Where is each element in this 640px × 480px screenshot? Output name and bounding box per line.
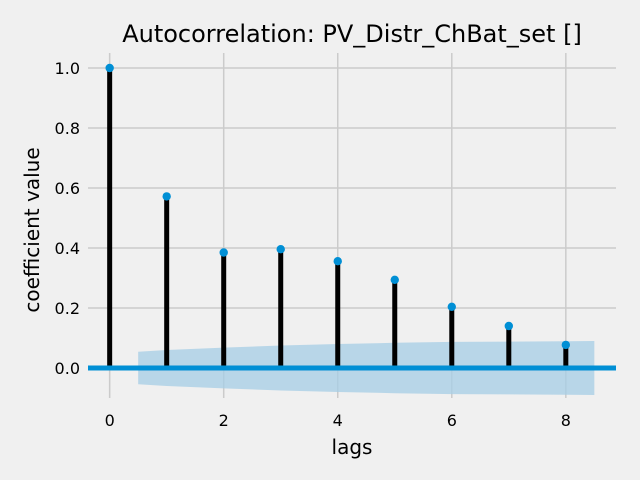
y-axis-label: coefficient value xyxy=(20,147,44,312)
stems xyxy=(107,68,569,368)
y-tick-label-1: 0.2 xyxy=(55,299,80,318)
y-tick-label-2: 0.4 xyxy=(55,239,80,258)
x-axis-label: lags xyxy=(332,435,373,459)
y-tick-label-4: 0.8 xyxy=(55,119,80,138)
x-tick-label-2: 4 xyxy=(333,411,343,430)
y-tick-label-3: 0.6 xyxy=(55,179,80,198)
marker-lag-7 xyxy=(504,321,514,331)
marker-lag-3 xyxy=(276,245,285,254)
marker-lag-1 xyxy=(162,192,171,201)
tick-labels: 0 2 4 6 8 0.0 0.2 0.4 0.6 0.8 1.0 xyxy=(55,59,571,430)
markers xyxy=(105,63,571,350)
marker-lag-4 xyxy=(333,257,342,266)
x-tick-label-0: 0 xyxy=(105,411,115,430)
x-tick-label-3: 6 xyxy=(447,411,457,430)
marker-lag-8 xyxy=(561,340,571,350)
marker-lag-5 xyxy=(390,275,399,284)
y-tick-label-0: 0.0 xyxy=(55,359,80,378)
x-tick-label-4: 8 xyxy=(561,411,571,430)
marker-lag-0 xyxy=(105,63,114,73)
marker-lag-2 xyxy=(219,248,228,257)
y-tick-label-5: 1.0 xyxy=(55,59,80,78)
chart-title: Autocorrelation: PV_Distr_ChBat_set [] xyxy=(122,20,582,48)
x-tick-label-1: 2 xyxy=(219,411,229,430)
marker-lag-6 xyxy=(447,302,456,311)
